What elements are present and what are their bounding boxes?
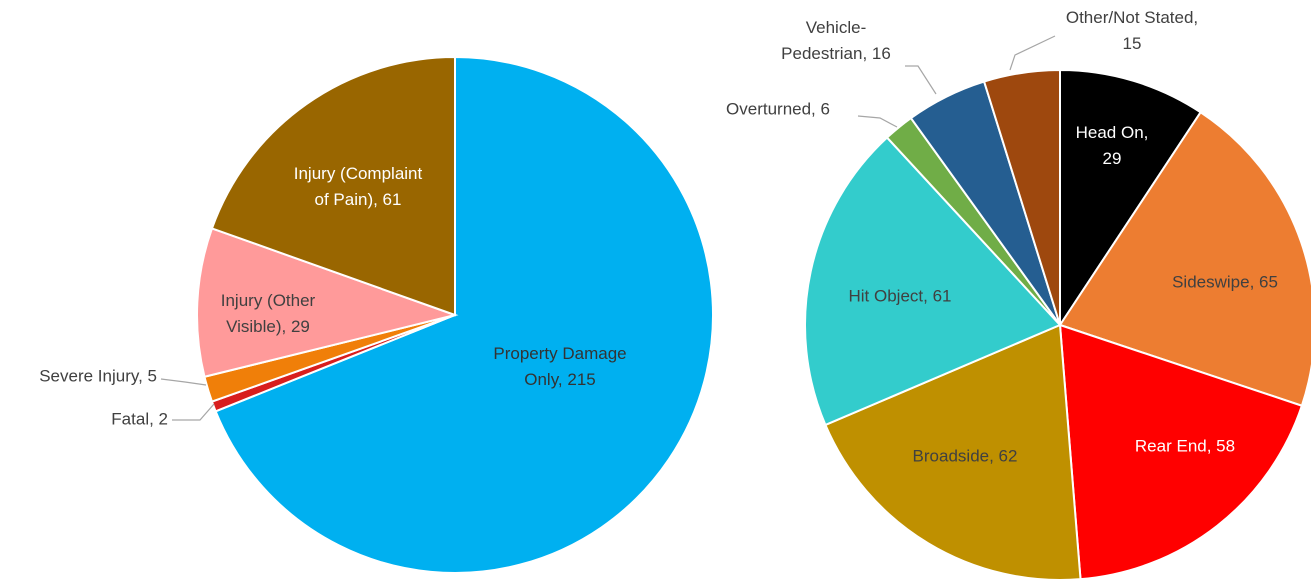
- leader-line: [160, 378, 207, 386]
- data-label: Injury (Complaint of Pain), 61: [294, 164, 423, 209]
- pie: [804, 68, 1311, 581]
- leader-line: [1009, 35, 1056, 71]
- pie-slice: [210, 55, 456, 317]
- data-label: Fatal, 2: [111, 409, 168, 428]
- data-label: Rear End, 58: [1135, 436, 1235, 455]
- data-label: Hit Object, 61: [849, 286, 952, 305]
- data-label: Vehicle-Pedestrian, 16: [781, 18, 891, 63]
- pie-slice: [214, 55, 714, 574]
- data-label: Injury (Other Visible), 29: [221, 291, 316, 336]
- leader-line: [172, 403, 215, 421]
- leader-line: [857, 115, 898, 128]
- data-label: Other/Not Stated, 15: [1066, 8, 1198, 53]
- pie-slice: [1059, 68, 1202, 329]
- data-label: Overturned, 6: [726, 99, 830, 118]
- leader-line: [905, 65, 937, 95]
- pie: [196, 55, 714, 574]
- pie-slice: [1058, 323, 1304, 581]
- pie-slice: [196, 227, 459, 378]
- pie-slice: [824, 323, 1082, 581]
- data-label: Broadside, 62: [913, 446, 1018, 465]
- data-label: Head On, 29: [1076, 123, 1149, 168]
- data-label: Property Damage Only, 215: [493, 344, 626, 389]
- pie-slice: [804, 136, 1062, 427]
- pie-slice: [1058, 110, 1311, 408]
- pie-slice: [982, 68, 1061, 326]
- data-label: Severe Injury, 5: [39, 366, 157, 385]
- data-label: Sideswipe, 65: [1172, 272, 1278, 291]
